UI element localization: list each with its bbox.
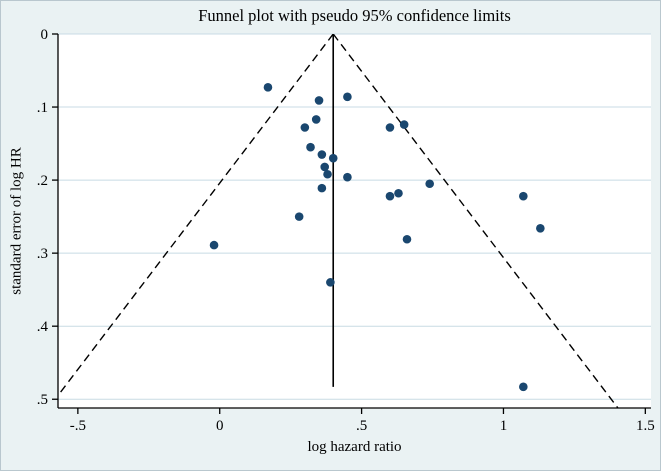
data-point [536,224,545,233]
data-point [385,191,395,201]
data-point [328,153,338,163]
y-tick-label: .1 [37,100,48,116]
data-point [343,172,352,182]
x-tick-label: 0 [216,418,224,434]
y-tick-label: .3 [37,246,48,262]
data-point [317,183,327,193]
y-tick-label: .4 [37,319,49,335]
funnel-right-limit-line [332,34,619,408]
data-point [314,96,324,105]
data-point [317,150,327,159]
data-point [326,278,335,287]
data-point [519,382,528,392]
data-point [209,240,219,250]
chart-title: Funnel plot with pseudo 95% confidence l… [198,6,511,25]
data-point [399,120,409,129]
data-point [294,212,304,221]
data-point [343,92,352,102]
y-tick-label: .2 [37,173,48,189]
data-point [402,234,412,244]
funnel-left-limit-line [58,34,334,397]
data-point [311,115,321,124]
data-point [320,162,330,172]
x-tick-label: 1 [500,418,508,434]
data-point [425,179,434,189]
x-tick-label: -.5 [70,418,86,434]
data-point [323,169,332,179]
data-point [306,142,315,152]
y-tick-label: .5 [37,392,48,408]
x-tick-label: 1.5 [636,418,655,434]
plot-area [58,34,651,408]
data-point [385,123,395,132]
data-point [519,191,528,201]
x-axis-label: log hazard ratio [307,439,402,455]
data-point [263,83,273,92]
data-point [394,188,403,198]
data-point [300,123,310,132]
x-tick-label: .5 [356,418,367,434]
y-tick-label: 0 [41,27,49,43]
